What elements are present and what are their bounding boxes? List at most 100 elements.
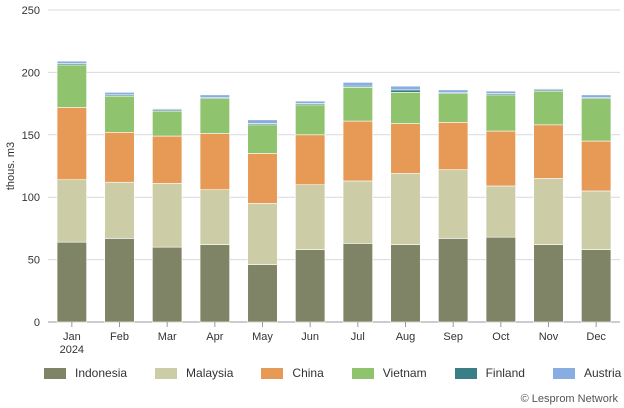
legend-swatch <box>351 367 374 379</box>
bar-segment-china <box>390 123 421 174</box>
bars <box>56 60 612 323</box>
y-tick-label: 150 <box>22 130 40 142</box>
legend-item-vietnam[interactable]: Vietnam <box>351 366 427 380</box>
bar-segment-china <box>438 122 469 171</box>
bar-segment-austria <box>533 88 564 91</box>
bar-segment-finland <box>390 89 421 93</box>
bar-segment-indonesia <box>295 249 326 323</box>
bar-segment-indonesia <box>342 243 373 323</box>
legend-swatch <box>261 367 284 379</box>
x-tick-label: Feb <box>110 331 129 343</box>
bar-segment-malaysia <box>342 180 373 244</box>
bar-segment-vietnam <box>152 110 183 137</box>
x-tick-label: Jan <box>63 331 81 343</box>
bar-segment-austria <box>390 85 421 91</box>
bar-segment-indonesia <box>199 244 230 323</box>
x-tick-label: Jun <box>301 331 319 343</box>
x-tick-label: Dec <box>586 331 606 343</box>
legend-label: China <box>292 366 324 380</box>
bar-segment-china <box>295 134 326 186</box>
bar-segment-austria <box>485 90 516 94</box>
bar-segment-china <box>342 120 373 182</box>
bar-segment-austria <box>199 94 230 98</box>
bar-segment-vietnam <box>485 94 516 132</box>
legend-swatch <box>155 367 178 379</box>
x-tick-label: May <box>252 331 273 343</box>
bar-segment-vietnam <box>438 93 469 123</box>
bar-segment-austria <box>581 94 612 98</box>
bar-segment-china <box>152 135 183 184</box>
bar-segment-austria <box>56 60 87 64</box>
x-tick-label: Jul <box>351 331 365 343</box>
bar-segment-vietnam <box>247 124 278 154</box>
bar-segment-austria <box>152 108 183 111</box>
x-tick-label: Mar <box>158 331 177 343</box>
bar-segment-vietnam <box>342 87 373 122</box>
bar-segment-china <box>581 140 612 192</box>
legend-item-malaysia[interactable]: Malaysia <box>155 366 233 380</box>
legend: Indonesia Malaysia China Vietnam Finland Aust… <box>44 366 624 380</box>
bar-segment-malaysia <box>56 179 87 243</box>
legend-item-austria[interactable]: Austria <box>552 366 622 380</box>
x-tick-label: Sep <box>443 331 463 343</box>
bar-segment-china <box>56 107 87 181</box>
bar-segment-malaysia <box>438 169 469 239</box>
bar-segment-malaysia <box>581 190 612 250</box>
bar-segment-vietnam <box>104 95 135 133</box>
legend-label: Malaysia <box>186 366 234 380</box>
bar-segment-malaysia <box>199 189 230 245</box>
y-axis-label: thous. m3 <box>5 142 17 190</box>
bar-segment-indonesia <box>485 236 516 323</box>
bar-segment-austria <box>295 100 326 104</box>
legend-label: Indonesia <box>75 366 128 380</box>
bar-segment-malaysia <box>295 184 326 250</box>
bar-segment-vietnam <box>199 98 230 134</box>
bar-segment-austria <box>247 119 278 124</box>
x-tick-label: Apr <box>206 331 223 343</box>
bar-segment-vietnam <box>533 90 564 126</box>
bar-segment-indonesia <box>581 249 612 323</box>
x-tick-label: Oct <box>492 331 509 343</box>
bar-segment-china <box>485 130 516 187</box>
bar-segment-china <box>199 133 230 191</box>
bar-segment-indonesia <box>438 238 469 323</box>
bar-segment-indonesia <box>56 241 87 323</box>
y-tick-label: 0 <box>34 317 40 329</box>
bar-segment-indonesia <box>104 238 135 323</box>
bar-segment-indonesia <box>247 264 278 323</box>
bar-segment-malaysia <box>152 183 183 248</box>
legend-label: Austria <box>583 366 622 380</box>
legend-swatch <box>44 367 66 379</box>
legend-swatch <box>552 367 575 379</box>
bar-segment-austria <box>342 82 373 87</box>
legend-item-china[interactable]: China <box>261 366 324 380</box>
x-tick-label: Nov <box>539 331 559 343</box>
bar-segment-vietnam <box>56 64 87 108</box>
bar-segment-malaysia <box>485 185 516 238</box>
bar-segment-vietnam <box>581 98 612 142</box>
bar-segment-malaysia <box>390 173 421 245</box>
bar-segment-malaysia <box>104 181 135 239</box>
y-tick-label: 200 <box>22 67 40 79</box>
grid-lines <box>48 9 620 323</box>
bar-segment-china <box>533 124 564 179</box>
bar-segment-austria <box>438 89 469 93</box>
x-tick-sublabel: 2024 <box>60 344 84 356</box>
legend-label: Vietnam <box>382 366 427 380</box>
bar-segment-austria <box>104 92 135 96</box>
legend-swatch <box>454 367 477 379</box>
legend-item-indonesia[interactable]: Indonesia <box>44 366 127 380</box>
y-tick-labels: 0 50 100 150 200 250 <box>22 5 40 329</box>
bar-segment-vietnam <box>295 104 326 136</box>
bar-segment-vietnam <box>390 92 421 124</box>
bar-segment-china <box>247 153 278 204</box>
bar-segment-indonesia <box>152 246 183 323</box>
bar-segment-china <box>104 132 135 183</box>
y-tick-label: 50 <box>28 255 40 267</box>
bar-segment-malaysia <box>533 178 564 245</box>
y-tick-label: 250 <box>22 5 40 17</box>
bar-segment-indonesia <box>533 244 564 323</box>
legend-item-finland[interactable]: Finland <box>454 366 525 380</box>
bar-segment-indonesia <box>390 244 421 323</box>
